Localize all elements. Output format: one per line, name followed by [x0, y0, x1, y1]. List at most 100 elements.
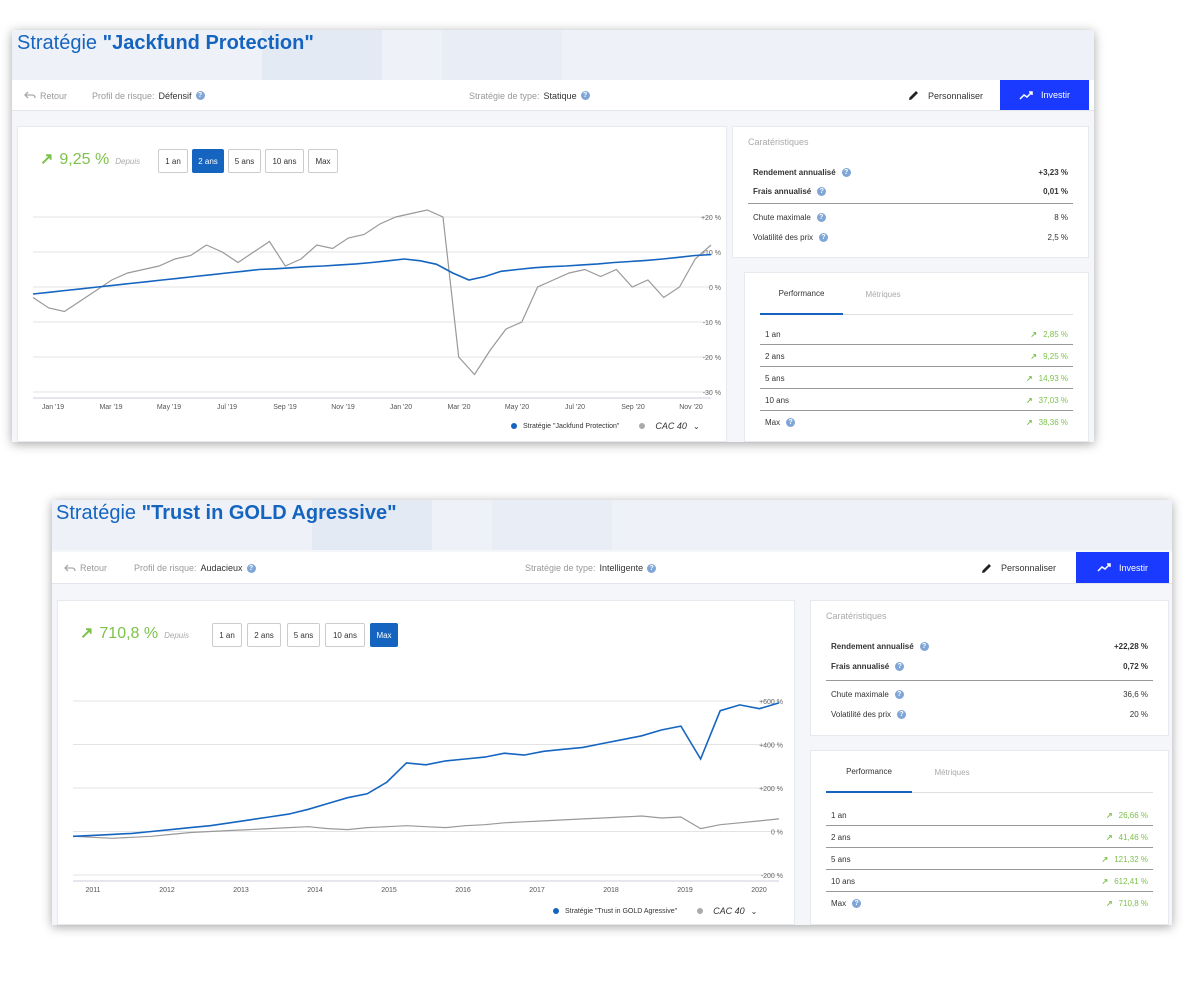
- range-button-2y[interactable]: 2 ans: [247, 623, 281, 647]
- help-icon[interactable]: ?: [580, 91, 590, 100]
- range-button-1y[interactable]: 1 an: [158, 149, 188, 173]
- perf-value: 37,03 %: [1038, 395, 1068, 405]
- invest-button[interactable]: Investir: [1076, 552, 1169, 583]
- range-button-1y[interactable]: 1 an: [212, 623, 242, 647]
- help-icon[interactable]: ?: [895, 661, 905, 671]
- char-label: Rendement annualisé: [753, 167, 836, 177]
- range-button-max[interactable]: Max: [308, 149, 338, 173]
- perf-value: 26,66 %: [1118, 810, 1148, 820]
- char-row: Frais annualisé? 0,01 %: [753, 182, 1068, 200]
- decoration: [262, 30, 382, 80]
- x-tick-label: Nov '20: [679, 404, 703, 411]
- perf-row: Max? ↗ 710,8 %: [826, 893, 1153, 914]
- x-tick-label: 2015: [381, 887, 397, 894]
- x-tick-label: May '19: [157, 404, 181, 411]
- char-row: Frais annualisé? 0,72 %: [831, 657, 1148, 675]
- range-button-10y[interactable]: 10 ans: [265, 149, 304, 173]
- customize-button[interactable]: Personnaliser: [907, 80, 983, 111]
- help-icon[interactable]: ?: [647, 563, 657, 573]
- strategy-type: Stratégie de type: Statique ?: [469, 80, 590, 111]
- arrow-up-right-icon: ↗: [1101, 854, 1109, 864]
- help-icon[interactable]: ?: [195, 91, 205, 100]
- back-button[interactable]: Retour: [64, 552, 107, 584]
- decoration: [492, 500, 612, 550]
- legend-strategy-label[interactable]: Stratégie "Jackfund Protection": [523, 422, 620, 430]
- char-row: Chute maximale? 8 %: [753, 208, 1068, 226]
- perf-value: 612,41 %: [1114, 876, 1148, 886]
- customize-button[interactable]: Personnaliser: [980, 552, 1056, 584]
- range-button-5y[interactable]: 5 ans: [287, 623, 320, 647]
- char-value: 8 %: [1054, 212, 1068, 222]
- type-value: Statique: [543, 90, 577, 101]
- char-value: 2,5 %: [1047, 232, 1068, 242]
- undo-icon: [64, 564, 76, 571]
- type-label: Stratégie de type:: [469, 90, 540, 101]
- y-tick-label: -10 %: [703, 320, 721, 327]
- x-tick-label: 2013: [233, 887, 249, 894]
- chart-panel: ↗ 9,25 % Depuis 1 an 2 ans 5 ans 10 ans …: [17, 126, 727, 442]
- char-value: 0,01 %: [1043, 186, 1068, 196]
- help-icon[interactable]: ?: [786, 418, 796, 427]
- help-icon[interactable]: ?: [817, 186, 827, 196]
- char-label: Volatilité des prix: [831, 709, 892, 719]
- chevron-down-icon[interactable]: ⌄: [692, 421, 700, 431]
- tab-performance[interactable]: Performance: [760, 273, 843, 315]
- arrow-up-right-icon: ↗: [40, 151, 54, 168]
- char-value: +3,23 %: [1038, 167, 1068, 177]
- char-value: +22,28 %: [1113, 641, 1148, 651]
- y-tick-label: +20 %: [701, 215, 721, 222]
- tab-metriques[interactable]: Métriques: [934, 767, 970, 777]
- help-icon[interactable]: ?: [894, 689, 904, 699]
- strategy-name: "Trust in GOLD Agressive": [141, 502, 397, 524]
- y-tick-label: -20 %: [703, 355, 721, 362]
- range-button-5y[interactable]: 5 ans: [228, 149, 261, 173]
- help-icon[interactable]: ?: [819, 232, 829, 242]
- pencil-icon: [909, 91, 918, 100]
- toolbar: Retour Profil de risque: Audacieux ? Str…: [52, 552, 1172, 584]
- help-icon[interactable]: ?: [841, 167, 851, 177]
- help-icon[interactable]: ?: [897, 709, 907, 719]
- perf-label: 5 ans: [831, 854, 851, 864]
- range-button-10y[interactable]: 10 ans: [325, 623, 365, 647]
- range-button-2y[interactable]: 2 ans: [192, 149, 224, 173]
- title-band: Stratégie "Trust in GOLD Agressive": [52, 500, 1172, 550]
- chevron-down-icon[interactable]: ⌄: [750, 906, 758, 916]
- legend-dot-benchmark: [697, 908, 704, 914]
- perf-label: 1 an: [765, 329, 781, 339]
- legend-strategy-label[interactable]: Stratégie "Trust in GOLD Agressive": [565, 907, 678, 915]
- x-tick-label: Mar '20: [447, 404, 470, 411]
- since-label: Depuis: [164, 631, 190, 640]
- performance-tabs: Performance Métriques: [826, 751, 1153, 793]
- help-icon[interactable]: ?: [816, 212, 826, 222]
- decoration: [442, 30, 562, 80]
- strategy-card-trust-in-gold: Stratégie "Trust in GOLD Agressive" Reto…: [52, 500, 1172, 925]
- benchmark-select[interactable]: CAC 40: [713, 906, 745, 916]
- benchmark-select[interactable]: CAC 40: [655, 421, 687, 431]
- title-prefix: Stratégie: [56, 502, 142, 524]
- help-icon[interactable]: ?: [246, 563, 256, 573]
- risk-profile: Profil de risque: Défensif ?: [92, 80, 205, 111]
- help-icon[interactable]: ?: [852, 899, 862, 908]
- tab-metriques[interactable]: Métriques: [865, 289, 901, 299]
- char-label: Chute maximale: [753, 212, 811, 222]
- y-tick-label: -200 %: [761, 873, 783, 880]
- performance-chart: +20 % +10 % 0 % -10 % -20 % -30 % Jan '19 Mar '…: [32, 209, 721, 411]
- x-tick-label: Jan '20: [390, 404, 412, 411]
- characteristics-panel: Caratéristiques Rendement annualisé? +3,…: [732, 126, 1089, 258]
- x-tick-label: 2014: [307, 887, 323, 894]
- range-button-max[interactable]: Max: [370, 623, 398, 647]
- arrow-up-right-icon: ↗: [1025, 418, 1033, 427]
- x-tick-label: Nov '19: [331, 404, 355, 411]
- page-title: Stratégie "Trust in GOLD Agressive": [56, 502, 397, 525]
- back-button[interactable]: Retour: [24, 80, 67, 111]
- invest-button[interactable]: Investir: [1000, 80, 1089, 110]
- back-label: Retour: [40, 90, 68, 101]
- title-band: Stratégie "Jackfund Protection": [12, 30, 1094, 80]
- benchmark-line: [72, 815, 780, 839]
- type-label: Stratégie de type:: [525, 563, 596, 573]
- performance-panel: Performance Métriques 1 an ↗ 2,85 % 2 ans…: [744, 272, 1089, 442]
- arrow-up-right-icon: ↗: [1101, 876, 1109, 886]
- help-icon[interactable]: ?: [919, 641, 929, 651]
- tab-performance[interactable]: Performance: [826, 751, 912, 793]
- chart-legend: Stratégie "Jackfund Protection" CAC 40 ⌄: [511, 421, 700, 431]
